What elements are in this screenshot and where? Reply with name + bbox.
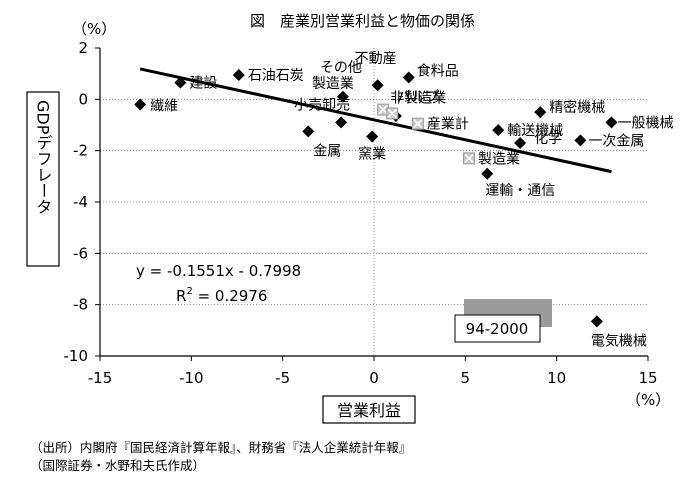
y-tick-label: -8 [73, 296, 88, 314]
x-tick-label: 15 [638, 369, 657, 387]
diamond-marker [492, 124, 505, 137]
diamond-marker [514, 136, 527, 149]
chart-svg: 図 産業別営業利益と物価の関係 （%） （%） 2 0 -2 -4 -6 -8 -10 -15… [26, 12, 674, 424]
y-tick-label: 2 [78, 39, 88, 57]
x-tick-label: 10 [547, 369, 566, 387]
diamond-marker [605, 116, 618, 129]
diamond-marker [574, 134, 587, 147]
x-tick-label: 0 [369, 369, 379, 387]
point-label: 窯業 [358, 146, 386, 163]
x-axis-title-box [322, 395, 416, 424]
r2-prefix: R [176, 287, 186, 305]
y-tick-label: -4 [73, 193, 88, 211]
point-label: 不動産 [355, 51, 397, 67]
crossed-square-cross [378, 105, 388, 115]
point-label: 製造業 [312, 76, 354, 92]
equation-annotation: y = -0.1551x - 0.7998 R2 = 0.2976 [136, 262, 301, 305]
crossed-square-cross [413, 119, 423, 129]
source-line-1: （出所）内閣府『国民経済計算年報』、財務省『法人企業統計年報』 [30, 440, 412, 455]
x-tick-label: -5 [275, 369, 290, 387]
point-label: 製造業 [478, 151, 520, 167]
diamond-marker [534, 106, 547, 119]
point-label: 電気機械 [591, 333, 647, 349]
point-label: 精密機械 [549, 99, 605, 116]
period-label: 94-2000 [466, 320, 529, 338]
point-label: 食料品 [417, 63, 459, 80]
diamond-marker [302, 125, 315, 138]
source-line-2: （国際証券・水野和夫氏作成） [30, 458, 206, 473]
point-label: 建設 [189, 76, 217, 92]
point-label: 産業計 [427, 117, 469, 133]
point-label: 金属 [313, 143, 341, 159]
point-label: その他 [320, 60, 362, 76]
r2-value: = 0.2976 [193, 287, 268, 305]
crossed-square-cross [464, 153, 474, 163]
x-axis-title: 営業利益 [322, 395, 416, 424]
point-label: 小売卸売 [294, 97, 350, 113]
point-label: 繊維 [150, 98, 178, 114]
x-axis-label: 営業利益 [337, 401, 401, 420]
point-label: 輸送機械 [507, 123, 563, 139]
y-unit: （%） [72, 20, 116, 38]
point-label: 石油石炭 [248, 68, 304, 84]
x-tick-label: -15 [88, 369, 113, 387]
y-tick-label: 0 [78, 90, 88, 108]
y-tick-label: -2 [73, 142, 88, 160]
x-tick-label: 5 [461, 369, 471, 387]
diamond-marker [174, 76, 187, 89]
diamond-marker [335, 116, 348, 129]
x-unit: （%） [626, 391, 670, 409]
trendline [139, 67, 612, 174]
diamond-marker [481, 167, 494, 180]
point-label: 一般機械 [617, 115, 673, 131]
point-label: 非製造業 [390, 91, 446, 107]
diamond-marker [590, 315, 603, 328]
y-axis-label: GDPデフレータ [34, 100, 53, 214]
y-tick-label: -10 [64, 347, 89, 365]
point-label: 運輸・通信 [485, 183, 555, 199]
diamond-marker [336, 90, 349, 103]
diamond-marker [134, 98, 147, 111]
r-squared: R2 = 0.2976 [176, 286, 267, 305]
diamond-marker [371, 79, 384, 92]
y-axis-title: GDPデフレータ [26, 91, 60, 267]
diamond-marker [232, 68, 245, 81]
period-legend: 94-2000 [454, 299, 552, 343]
y-axis-title-box [26, 91, 60, 267]
point-label: パルプ [397, 89, 439, 105]
point-label: 化学 [534, 131, 562, 147]
period-box [454, 314, 541, 343]
y-tick-label: -6 [73, 244, 88, 262]
diamond-marker [366, 130, 379, 143]
chart-title: 図 産業別営業利益と物価の関係 [250, 12, 475, 30]
crossed-square-cross [387, 108, 397, 119]
r2-superscript: 2 [186, 286, 192, 297]
point-label: 一次金属 [588, 133, 644, 149]
diamond-marker [402, 71, 415, 84]
x-tick-label: -10 [179, 369, 204, 387]
trend-equation: y = -0.1551x - 0.7998 [136, 262, 301, 280]
